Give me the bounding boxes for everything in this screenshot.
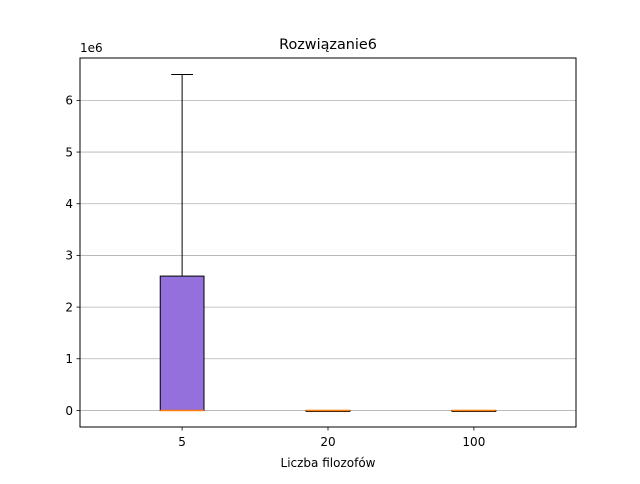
x-tick-label: 100 (462, 435, 485, 449)
y-tick-label: 3 (65, 249, 73, 263)
x-axis-label: Liczba filozofów (281, 456, 376, 470)
y-tick-label: 1 (65, 352, 73, 366)
x-axis: 5 20 100 (178, 427, 485, 449)
y-tick-label: 0 (65, 404, 73, 418)
box-series (159, 74, 497, 412)
box-5 (159, 74, 205, 412)
y-tick-label: 5 (65, 145, 73, 159)
y-axis: 0 1 2 3 4 5 6 (65, 94, 80, 418)
y-tick-label: 4 (65, 197, 73, 211)
x-tick-label: 20 (320, 435, 335, 449)
chart-title: Rozwiązanie6 (279, 37, 377, 53)
box-100 (451, 409, 497, 412)
x-tick-label: 5 (178, 435, 186, 449)
y-tick-label: 2 (65, 300, 73, 314)
y-axis-offset-label: 1e6 (80, 41, 103, 55)
box-body (159, 275, 205, 411)
y-tick-label: 6 (65, 94, 73, 108)
box-20 (305, 409, 351, 412)
